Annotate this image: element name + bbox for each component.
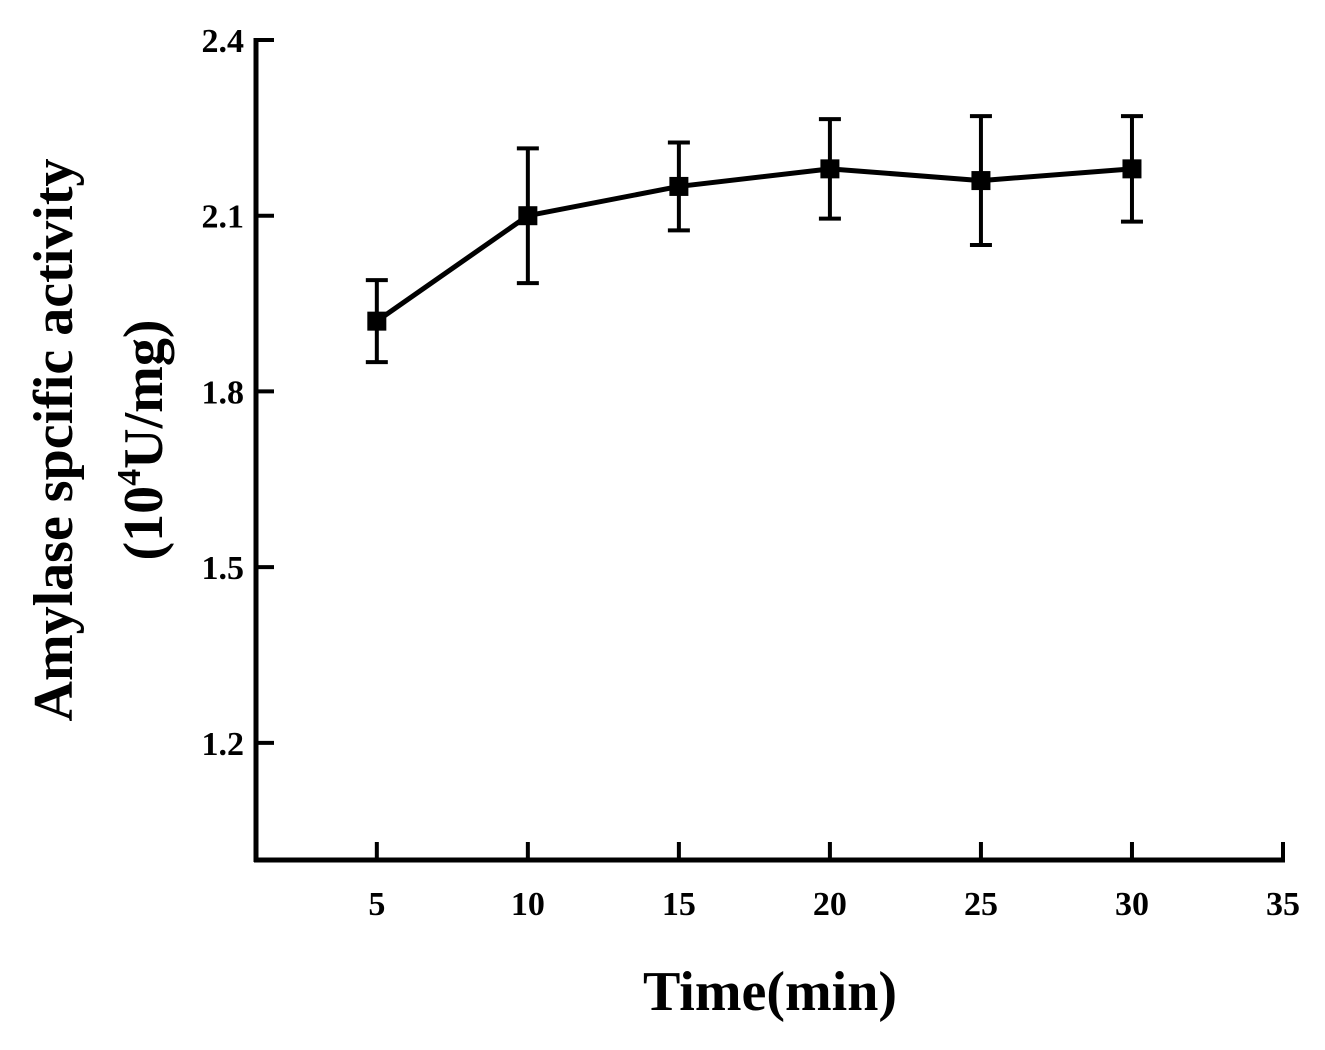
axes [253, 38, 1285, 863]
y-axis-title-prefix: (10 [113, 486, 175, 561]
y-axis-title-line1: Amylase spcific activity [23, 159, 85, 722]
y-ticks: 1.2 1.5 1.8 2.1 2.4 [202, 23, 274, 763]
y-tick-label: 2.4 [202, 23, 245, 60]
x-tick-label: 30 [1115, 886, 1149, 923]
x-tick-label: 10 [511, 886, 545, 923]
y-tick-label: 1.2 [202, 726, 245, 763]
data-point-marker [1122, 159, 1142, 179]
data-point-marker [518, 206, 538, 226]
y-tick-label: 1.5 [202, 550, 245, 587]
x-tick-label: 35 [1266, 886, 1300, 923]
svg-text:(104U/mg): (104U/mg) [111, 320, 175, 561]
data-point-marker [367, 311, 387, 331]
y-axis-title: Amylase spcific activity [23, 159, 85, 722]
x-tick-label: 25 [964, 886, 998, 923]
series [365, 114, 1143, 365]
data-point-marker [971, 171, 991, 191]
y-tick-label: 1.8 [202, 374, 245, 411]
x-tick-label: 15 [662, 886, 696, 923]
x-axis-title: Time(min) [643, 961, 897, 1023]
y-axis-title-line2: (104U/mg) [111, 320, 175, 561]
x-tick-label: 20 [813, 886, 847, 923]
x-ticks: 5 10 15 20 25 30 35 [368, 842, 1300, 923]
y-tick-label: 2.1 [202, 199, 245, 236]
y-axis-title-superscript: 4 [111, 469, 148, 486]
y-axis-title-suffix: U/mg) [113, 320, 175, 469]
data-point-marker [669, 176, 689, 196]
x-tick-label: 5 [368, 886, 385, 923]
series-line [375, 166, 1133, 324]
data-point-marker [820, 159, 840, 179]
